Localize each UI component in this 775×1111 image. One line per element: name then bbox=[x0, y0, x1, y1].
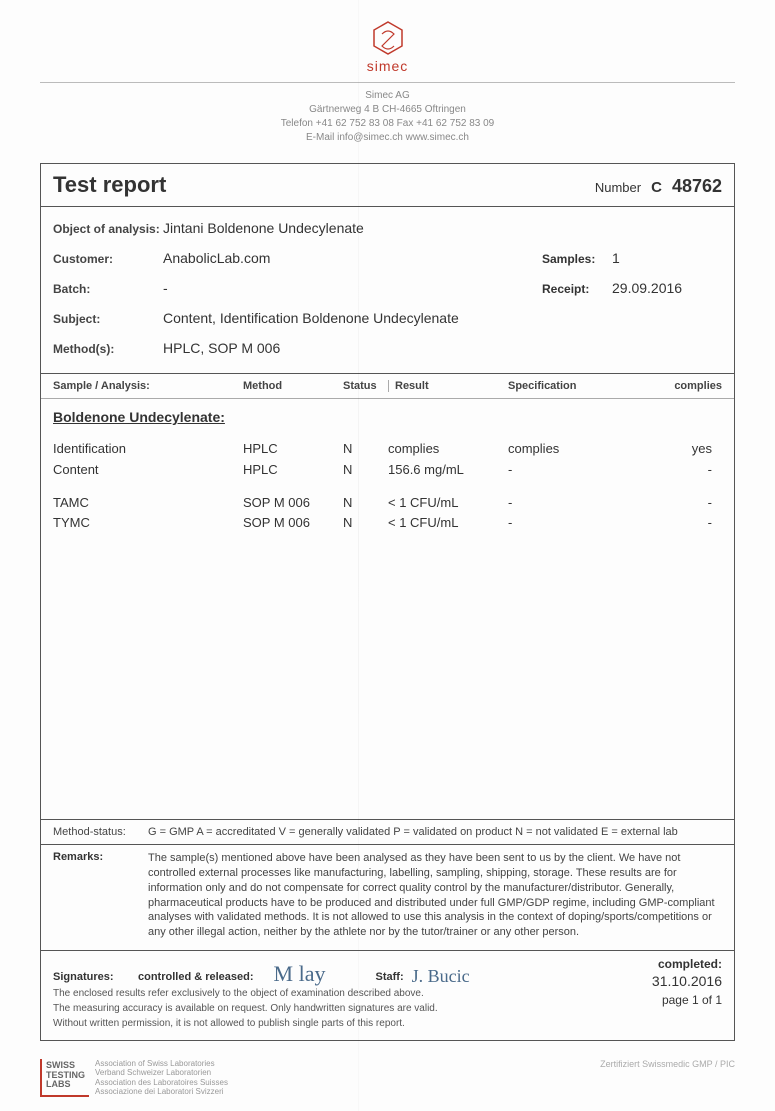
stl-associations: Association of Swiss Laboratories Verban… bbox=[95, 1059, 228, 1097]
col-sample: Sample / Analysis: bbox=[53, 380, 243, 392]
row-complies: - bbox=[638, 493, 722, 514]
assoc-line: Association of Swiss Laboratories bbox=[95, 1059, 228, 1069]
col-status: Status bbox=[343, 380, 388, 392]
table-row: TYMC SOP M 006 N < 1 CFU/mL - - bbox=[53, 513, 722, 534]
method-status-label: Method-status: bbox=[53, 826, 148, 838]
row-method: HPLC bbox=[243, 460, 343, 481]
col-method: Method bbox=[243, 380, 343, 392]
company-web: E-Mail info@simec.ch www.simec.ch bbox=[40, 131, 735, 145]
signatures-label: Signatures: bbox=[53, 971, 138, 983]
signature-1: M lay bbox=[274, 961, 326, 987]
table-body: Boldenone Undecylenate: Identification H… bbox=[41, 399, 734, 819]
assoc-line: Association des Laboratoires Suisses bbox=[95, 1078, 228, 1088]
company-contact: Telefon +41 62 752 83 08 Fax +41 62 752 … bbox=[40, 117, 735, 131]
signatures-block: Signatures: controlled & released: M lay… bbox=[41, 950, 734, 1040]
title-row: Test report Number C 48762 bbox=[41, 164, 734, 207]
report-title: Test report bbox=[53, 172, 595, 198]
fine-print-2: The measuring accuracy is available on r… bbox=[53, 1002, 722, 1015]
controlled-released-label: controlled & released: bbox=[138, 971, 254, 983]
col-result: Result bbox=[388, 380, 508, 392]
assoc-line: Associazione dei Laboratori Svizzeri bbox=[95, 1087, 228, 1097]
samples-label: Samples: bbox=[542, 252, 612, 266]
object-label: Object of analysis: bbox=[53, 222, 163, 236]
row-spec: - bbox=[508, 493, 638, 514]
row-name: TAMC bbox=[53, 493, 243, 514]
page-footer: SWISS TESTING LABS Association of Swiss … bbox=[40, 1059, 735, 1097]
swiss-testing-labs: SWISS TESTING LABS Association of Swiss … bbox=[40, 1059, 228, 1097]
divider bbox=[40, 82, 735, 83]
row-status: N bbox=[343, 513, 388, 534]
row-spec: complies bbox=[508, 439, 638, 460]
subject-value: Content, Identification Boldenone Undecy… bbox=[163, 310, 722, 326]
page-indicator: page 1 of 1 bbox=[652, 993, 722, 1007]
row-complies: yes bbox=[638, 439, 722, 460]
company-name: Simec AG bbox=[40, 89, 735, 103]
object-value: Jintani Boldenone Undecylenate bbox=[163, 220, 722, 236]
remarks-block: Remarks: The sample(s) mentioned above h… bbox=[41, 844, 734, 950]
meta-block: Object of analysis: Jintani Boldenone Un… bbox=[41, 207, 734, 374]
table-row: Identification HPLC N complies complies … bbox=[53, 439, 722, 460]
samples-value: 1 bbox=[612, 250, 722, 266]
logo-text: simec bbox=[40, 58, 735, 74]
remarks-label: Remarks: bbox=[53, 851, 148, 940]
fine-print-3: Without written permission, it is not al… bbox=[53, 1017, 722, 1030]
col-complies: complies bbox=[638, 380, 722, 392]
stl-logo: SWISS TESTING LABS bbox=[40, 1059, 89, 1097]
row-name: Content bbox=[53, 460, 243, 481]
subject-label: Subject: bbox=[53, 312, 163, 326]
remarks-text: The sample(s) mentioned above have been … bbox=[148, 851, 722, 940]
row-result: complies bbox=[388, 439, 508, 460]
row-name: TYMC bbox=[53, 513, 243, 534]
table-header: Sample / Analysis: Method Status Result … bbox=[41, 374, 734, 399]
table-row: Content HPLC N 156.6 mg/mL - - bbox=[53, 460, 722, 481]
report-box: Test report Number C 48762 Object of ana… bbox=[40, 163, 735, 1041]
batch-value: - bbox=[163, 280, 542, 296]
fine-print-1: The enclosed results refer exclusively t… bbox=[53, 987, 722, 1000]
method-status: Method-status: G = GMP A = accreditated … bbox=[41, 819, 734, 844]
batch-label: Batch: bbox=[53, 282, 163, 296]
completed-block: completed: 31.10.2016 page 1 of 1 bbox=[652, 957, 722, 1007]
company-address: Gärtnerweg 4 B CH-4665 Oftringen bbox=[40, 103, 735, 117]
completed-label: completed: bbox=[652, 957, 722, 971]
row-spec: - bbox=[508, 460, 638, 481]
certification-text: Zertifiziert Swissmedic GMP / PIC bbox=[600, 1059, 735, 1069]
company-header: Simec AG Gärtnerweg 4 B CH-4665 Oftringe… bbox=[40, 89, 735, 145]
methods-label: Method(s): bbox=[53, 342, 163, 356]
row-method: SOP M 006 bbox=[243, 493, 343, 514]
row-spec: - bbox=[508, 513, 638, 534]
number-letter: C bbox=[651, 179, 662, 196]
logo-block: simec bbox=[40, 20, 735, 74]
row-result: < 1 CFU/mL bbox=[388, 493, 508, 514]
assoc-line: Verband Schweizer Laboratorien bbox=[95, 1068, 228, 1078]
methods-value: HPLC, SOP M 006 bbox=[163, 340, 722, 356]
completed-date: 31.10.2016 bbox=[652, 973, 722, 989]
row-result: 156.6 mg/mL bbox=[388, 460, 508, 481]
method-status-text: G = GMP A = accreditated V = generally v… bbox=[148, 826, 722, 838]
number-label: Number bbox=[595, 180, 641, 195]
col-spec: Specification bbox=[508, 380, 638, 392]
customer-value: AnabolicLab.com bbox=[163, 250, 542, 266]
row-result: < 1 CFU/mL bbox=[388, 513, 508, 534]
row-name: Identification bbox=[53, 439, 243, 460]
number-value: 48762 bbox=[672, 176, 722, 197]
row-status: N bbox=[343, 493, 388, 514]
stl-3: LABS bbox=[46, 1080, 85, 1090]
receipt-label: Receipt: bbox=[542, 282, 612, 296]
customer-label: Customer: bbox=[53, 252, 163, 266]
row-method: HPLC bbox=[243, 439, 343, 460]
row-complies: - bbox=[638, 460, 722, 481]
row-status: N bbox=[343, 460, 388, 481]
staff-label: Staff: bbox=[376, 971, 404, 983]
table-row: TAMC SOP M 006 N < 1 CFU/mL - - bbox=[53, 493, 722, 514]
signature-2: J. Bucic bbox=[412, 966, 470, 987]
row-method: SOP M 006 bbox=[243, 513, 343, 534]
section-title: Boldenone Undecylenate: bbox=[53, 409, 722, 425]
receipt-value: 29.09.2016 bbox=[612, 280, 722, 296]
row-status: N bbox=[343, 439, 388, 460]
logo-hexagon-icon bbox=[370, 20, 406, 56]
row-complies: - bbox=[638, 513, 722, 534]
